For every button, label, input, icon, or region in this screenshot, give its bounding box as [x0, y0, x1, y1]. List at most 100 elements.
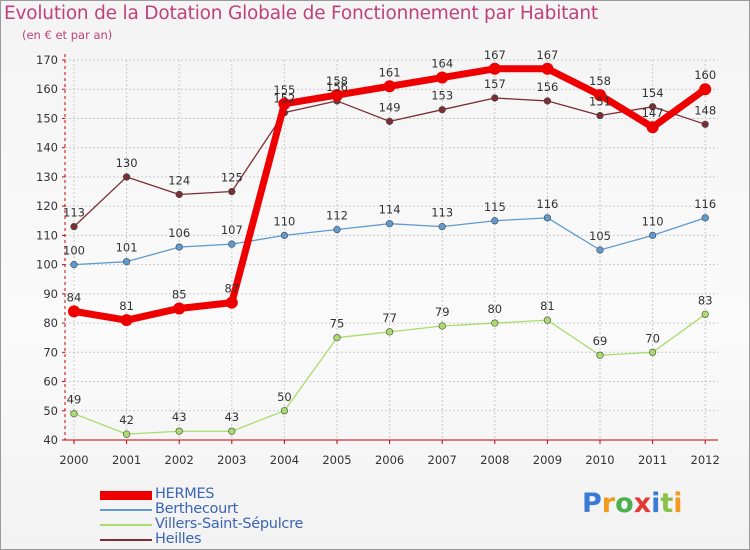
x-tick-label-2006: 2006 [375, 453, 404, 467]
point-villers-saint-s-pulcre-2005 [333, 334, 341, 342]
data-label-hermes-2010: 158 [589, 74, 611, 88]
point-hermes-2000 [68, 305, 80, 318]
point-hermes-2009 [541, 62, 554, 75]
data-label-hermes-2003: 87 [224, 282, 239, 296]
data-label-heilles-2009: 156 [536, 80, 558, 94]
y-tick-label-110: 110 [36, 228, 58, 242]
y-tick-label-150: 150 [36, 111, 58, 125]
x-tick-label-2003: 2003 [217, 453, 246, 467]
logo-letter: o [615, 488, 634, 519]
data-label-berthecourt-2004: 110 [273, 214, 295, 228]
data-label-heilles-2012: 148 [694, 103, 716, 117]
data-label-berthecourt-2006: 114 [379, 203, 401, 217]
point-heilles-2003 [228, 187, 236, 196]
legend-label-berthecourt: Berthecourt [155, 501, 239, 517]
data-label-hermes-2008: 167 [484, 48, 506, 62]
data-label-berthecourt-2001: 101 [116, 241, 138, 255]
y-tick-label-140: 140 [36, 141, 58, 155]
point-heilles-2008 [491, 94, 499, 102]
x-tick-label-2005: 2005 [322, 453, 351, 467]
point-berthecourt-2003 [228, 240, 236, 248]
point-berthecourt-2004 [280, 231, 289, 239]
data-label-villers-saint-s-pulcre-2003: 43 [224, 410, 239, 424]
point-heilles-2002 [175, 190, 183, 199]
x-tick-label-2011: 2011 [638, 453, 667, 467]
y-tick-label-90: 90 [43, 287, 58, 301]
legend-swatch-berthecourt [100, 509, 152, 511]
point-hermes-2006 [383, 80, 396, 93]
point-heilles-2000 [70, 223, 78, 231]
point-villers-saint-s-pulcre-2008 [491, 319, 499, 327]
data-label-hermes-2004: 155 [273, 83, 295, 97]
data-label-heilles-2006: 149 [379, 100, 401, 114]
point-berthecourt-2000 [70, 261, 78, 269]
data-label-heilles-2008: 157 [484, 77, 506, 91]
x-tick-label-2010: 2010 [585, 453, 614, 467]
point-berthecourt-2012 [701, 214, 709, 222]
logo-letter: i [673, 488, 683, 519]
point-hermes-2012 [699, 83, 712, 96]
point-heilles-2010 [596, 111, 604, 120]
data-label-berthecourt-2005: 112 [326, 209, 348, 223]
chart-title: Evolution de la Dotation Globale de Fonc… [4, 3, 598, 24]
data-label-villers-saint-s-pulcre-2000: 49 [67, 393, 82, 407]
point-villers-saint-s-pulcre-2002 [175, 427, 183, 435]
x-tick-label-2001: 2001 [112, 453, 141, 467]
y-tick-label-50: 50 [43, 404, 58, 418]
point-villers-saint-s-pulcre-2006 [386, 328, 394, 336]
data-label-heilles-2003: 125 [221, 171, 243, 185]
point-berthecourt-2007 [438, 223, 446, 231]
data-label-villers-saint-s-pulcre-2010: 69 [593, 334, 608, 348]
data-label-villers-saint-s-pulcre-2008: 80 [487, 302, 502, 316]
x-tick-label-2012: 2012 [691, 453, 720, 467]
data-label-hermes-2000: 84 [67, 290, 82, 304]
y-tick-label-40: 40 [43, 433, 58, 447]
legend-swatch-heilles [100, 539, 152, 541]
y-tick-label-170: 170 [36, 53, 58, 67]
point-villers-saint-s-pulcre-2009 [543, 316, 552, 324]
point-berthecourt-2008 [491, 217, 499, 225]
data-label-hermes-2002: 85 [172, 287, 187, 301]
point-berthecourt-2006 [386, 220, 394, 228]
data-label-hermes-2012: 160 [694, 68, 716, 82]
x-tick-label-2000: 2000 [59, 453, 88, 467]
data-label-hermes-2001: 81 [119, 299, 134, 313]
x-tick-label-2004: 2004 [270, 453, 299, 467]
y-tick-label-160: 160 [36, 82, 58, 96]
data-label-berthecourt-2012: 116 [694, 197, 716, 211]
point-villers-saint-s-pulcre-2010 [596, 351, 604, 359]
point-berthecourt-2005 [333, 225, 341, 234]
point-villers-saint-s-pulcre-2012 [701, 310, 709, 318]
y-tick-label-70: 70 [43, 345, 58, 359]
point-heilles-2012 [701, 120, 709, 128]
data-label-berthecourt-2002: 106 [168, 226, 190, 240]
point-heilles-2006 [386, 117, 394, 125]
point-hermes-2010 [594, 89, 606, 102]
point-hermes-2011 [646, 121, 659, 134]
logo-letter: P [582, 488, 602, 519]
data-label-villers-saint-s-pulcre-2009: 81 [540, 299, 555, 313]
chart-subtitle: (en € et par an) [22, 28, 113, 42]
point-hermes-2002 [173, 302, 186, 315]
data-label-heilles-2001: 130 [116, 156, 138, 170]
point-villers-saint-s-pulcre-2007 [438, 322, 446, 330]
data-label-hermes-2005: 158 [326, 74, 348, 88]
data-label-hermes-2007: 164 [431, 57, 453, 71]
data-label-villers-saint-s-pulcre-2006: 77 [382, 311, 397, 325]
data-label-hermes-2011: 147 [642, 106, 664, 120]
data-label-heilles-2005: 156 [326, 80, 348, 94]
data-label-berthecourt-2000: 100 [63, 244, 85, 258]
legend-label-villers: Villers-Saint-Sépulcre [155, 516, 304, 532]
data-label-berthecourt-2003: 107 [221, 223, 243, 237]
y-tick-label-80: 80 [43, 316, 58, 330]
x-tick-label-2008: 2008 [480, 453, 509, 467]
point-villers-saint-s-pulcre-2004 [280, 407, 289, 415]
point-villers-saint-s-pulcre-2000 [70, 410, 78, 418]
logo-letter: t [660, 488, 674, 519]
legend-swatch-villers [100, 524, 152, 526]
data-label-heilles-2011: 154 [642, 86, 664, 100]
point-berthecourt-2009 [543, 214, 552, 222]
series-lines [68, 62, 712, 438]
legend-swatch-hermes [100, 491, 152, 500]
point-villers-saint-s-pulcre-2003 [228, 427, 236, 435]
